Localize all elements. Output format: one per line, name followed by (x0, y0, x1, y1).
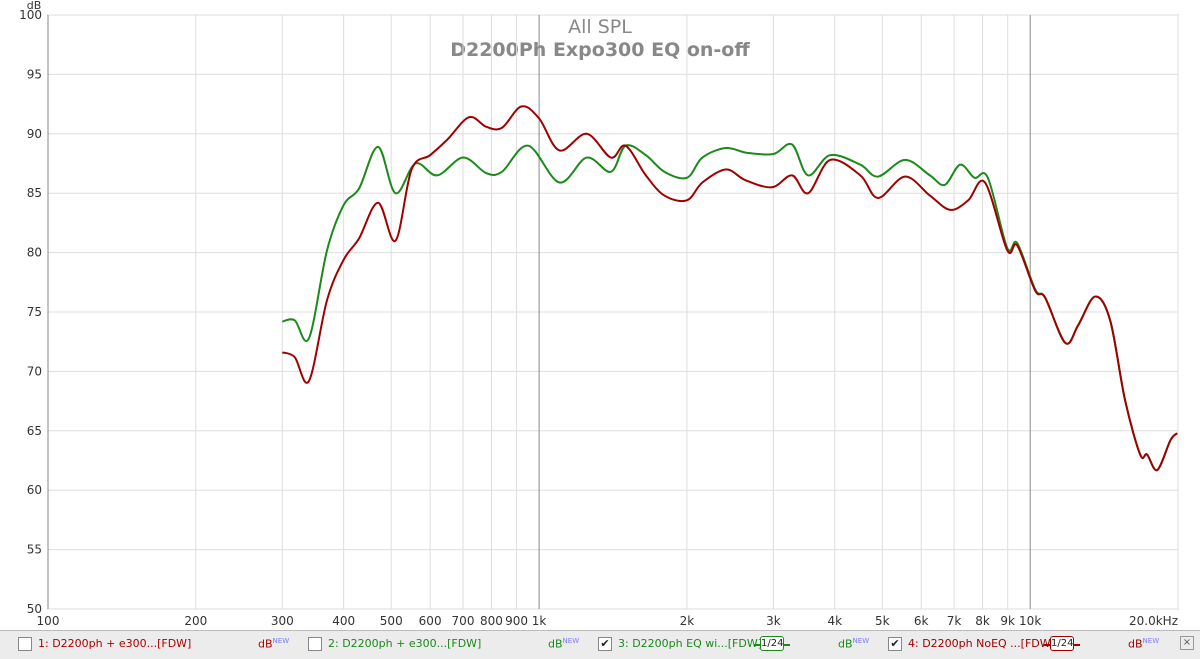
y-tick-label: 50 (27, 602, 42, 616)
unit-text: dB (838, 637, 853, 651)
x-tick-label: 400 (332, 614, 355, 628)
y-tick-label: 100 (19, 8, 42, 22)
line-style[interactable]: 1/24 (1044, 636, 1080, 651)
close-icon[interactable]: × (1180, 636, 1194, 650)
y-tick-label: 90 (27, 127, 42, 141)
y-axis-label: dB (27, 0, 42, 12)
x-tick-label: 200 (184, 614, 207, 628)
chart-title: All SPL (568, 16, 632, 38)
x-tick-label: 300 (271, 614, 294, 628)
checkbox[interactable] (18, 637, 32, 651)
checkbox[interactable] (308, 637, 322, 651)
new-badge: NEW (1142, 637, 1160, 645)
x-tick-label: 800 (480, 614, 503, 628)
checkbox[interactable]: ✔ (598, 637, 612, 651)
legend-label: 2: D2200ph + e300...[FDW] (328, 637, 482, 650)
x-tick-label: 7k (947, 614, 962, 628)
x-tick-label: 8k (975, 614, 990, 628)
unit-label: dBNEW (1128, 637, 1159, 651)
line-style[interactable]: 1/24 (754, 636, 790, 651)
legend-entry: ✔ 4: D2200ph NoEQ ...[FDW] dBNEW 1/24 (888, 636, 1178, 653)
legend-label: 4: D2200ph NoEQ ...[FDW] (908, 637, 1055, 650)
x-tick-label: 6k (914, 614, 929, 628)
new-badge: NEW (852, 637, 870, 645)
unit-text: dB (258, 637, 273, 651)
smoothing-label: 1/24 (1050, 636, 1074, 651)
y-tick-label: 75 (27, 305, 42, 319)
y-tick-label: 85 (27, 186, 42, 200)
x-tick-label: 600 (419, 614, 442, 628)
legend-entry: 1: D2200ph + e300...[FDW] dBNEW (18, 637, 308, 653)
y-tick-label: 95 (27, 67, 42, 81)
x-tick-label: 500 (380, 614, 403, 628)
x-tick-label: 2k (680, 614, 695, 628)
series-line (281, 105, 1178, 472)
legend-entry: 2: D2200ph + e300...[FDW] dBNEW (308, 637, 598, 653)
legend-bar: × 1: D2200ph + e300...[FDW] dBNEW 2: D2200… (0, 630, 1200, 659)
new-badge: NEW (272, 637, 290, 645)
x-tick-label: 10k (1019, 614, 1041, 628)
x-tick-label: 100 (37, 614, 60, 628)
y-tick-label: 60 (27, 483, 42, 497)
checkbox[interactable]: ✔ (888, 637, 902, 651)
y-tick-label: 80 (27, 246, 42, 260)
unit-text: dB (548, 637, 563, 651)
x-tick-label: 900 (505, 614, 528, 628)
x-tick-label: 1k (532, 614, 547, 628)
x-tick-label: 700 (452, 614, 475, 628)
unit-label: dBNEW (548, 637, 579, 651)
x-tick-label: 20.0kHz (1129, 614, 1178, 628)
x-tick-label: 9k (1000, 614, 1015, 628)
smoothing-label: 1/24 (760, 636, 784, 651)
x-tick-label: 3k (766, 614, 781, 628)
legend-label: 1: D2200ph + e300...[FDW] (38, 637, 192, 650)
unit-text: dB (1128, 637, 1143, 651)
y-tick-label: 65 (27, 424, 42, 438)
x-tick-label: 5k (875, 614, 890, 628)
unit-label: dBNEW (838, 637, 869, 651)
unit-label: dBNEW (258, 637, 289, 651)
chart: All SPL D2200Ph Expo300 EQ on-off dB 50 5… (19, 0, 1179, 628)
legend-entry: ✔ 3: D2200ph EQ wi...[FDW] dBNEW 1/24 (598, 636, 888, 653)
x-tick-label: 4k (827, 614, 842, 628)
y-tick-label: 55 (27, 543, 42, 557)
legend-label: 3: D2200ph EQ wi...[FDW] (618, 637, 763, 650)
y-tick-label: 70 (27, 364, 42, 378)
new-badge: NEW (562, 637, 580, 645)
chart-subtitle: D2200Ph Expo300 EQ on-off (450, 39, 750, 61)
